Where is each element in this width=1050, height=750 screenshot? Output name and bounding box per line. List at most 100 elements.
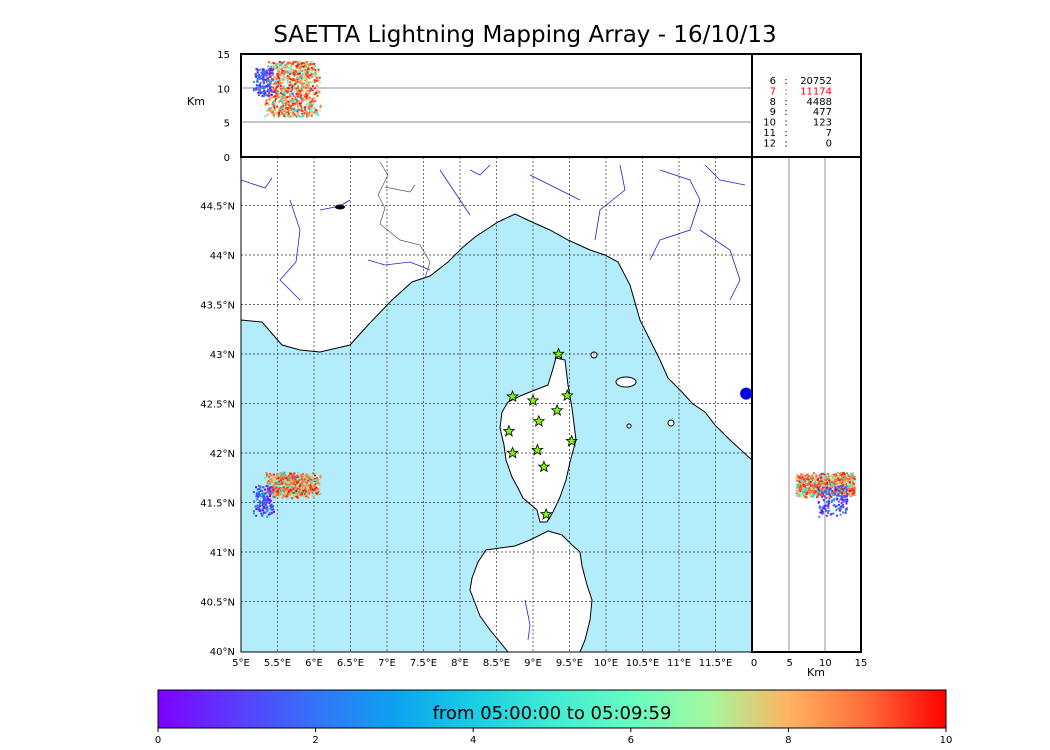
lightning-source (304, 495, 307, 498)
station-count-separator: : (784, 128, 787, 139)
lightning-altitude-lon (295, 115, 298, 118)
lightning-source (270, 490, 273, 493)
lightning-altitude-lon (289, 70, 292, 73)
lightning-source (318, 482, 321, 485)
lightning-altitude-lat (818, 486, 821, 489)
lightning-source (257, 484, 260, 487)
lightning-altitude-lat (843, 476, 846, 479)
lightning-altitude-lon (272, 103, 275, 106)
lightning-altitude-lon (279, 92, 282, 95)
lightning-altitude-lat (801, 473, 804, 476)
lightning-altitude-lat (842, 484, 845, 487)
lightning-altitude-lon (286, 79, 289, 82)
lightning-altitude-lat (810, 493, 813, 496)
lightning-altitude-lon (279, 106, 282, 109)
lightning-altitude-lat (802, 486, 805, 489)
lightning-altitude-lon (286, 65, 289, 68)
lightning-altitude-lon (304, 75, 307, 78)
lightning-altitude-lon (280, 96, 283, 99)
lightning-altitude-lon (295, 76, 298, 79)
lightning-source (293, 493, 296, 496)
lightning-source (314, 492, 317, 495)
lightning-altitude-lat (803, 496, 806, 499)
lightning-altitude-lat (808, 490, 811, 493)
lightning-altitude-lon (305, 73, 308, 76)
lightning-altitude-lat (803, 484, 806, 487)
lightning-altitude-lat (847, 494, 850, 497)
lightning-source (304, 476, 307, 479)
lightning-altitude-lon (298, 72, 301, 75)
lightning-altitude-lon (284, 87, 287, 90)
lightning-source (315, 481, 318, 484)
lightning-altitude-lat (836, 479, 839, 482)
lightning-source (269, 499, 272, 502)
lightning-source (272, 479, 275, 482)
lightning-altitude-lon (268, 70, 271, 73)
lightning-altitude-lat (837, 489, 840, 492)
lightning-altitude-lon (294, 83, 297, 86)
lightning-altitude-lat (818, 505, 821, 508)
lightning-source (261, 512, 264, 515)
lightning-altitude-lon (300, 88, 303, 91)
lightning-altitude-lat (844, 478, 847, 481)
lightning-altitude-lon (306, 113, 309, 116)
lightning-altitude-lon (258, 77, 261, 80)
lightning-altitude-lat (835, 483, 838, 486)
lightning-altitude-lon (309, 109, 312, 112)
lightning-altitude-lon (298, 62, 301, 65)
lightning-altitude-lon (311, 89, 314, 92)
lightning-altitude-lon (252, 80, 255, 83)
lightning-source (309, 475, 312, 478)
lightning-source (267, 486, 270, 489)
lightning-source (286, 485, 289, 488)
lightning-altitude-lon (255, 72, 258, 75)
lightning-altitude-lat (832, 491, 835, 494)
lightning-altitude-lat (829, 513, 832, 516)
lightning-source (293, 475, 296, 478)
lightning-altitude-lon (285, 105, 288, 108)
lightning-source (261, 514, 264, 517)
lightning-altitude-lon (292, 102, 295, 105)
lightning-altitude-lon (299, 79, 302, 82)
lightning-altitude-lon (297, 78, 300, 81)
lightning-altitude-lon (272, 109, 275, 112)
lightning-altitude-lon (287, 61, 290, 64)
lightning-altitude-lat (843, 480, 846, 483)
lightning-altitude-lat (821, 485, 824, 488)
lightning-altitude-lon (268, 75, 271, 78)
lightning-altitude-lon (295, 98, 298, 101)
lightning-altitude-lon (292, 111, 295, 114)
lightning-altitude-lat (853, 484, 856, 487)
lightning-altitude-lat (821, 512, 824, 515)
lightning-altitude-lon (272, 90, 275, 93)
lightning-altitude-lon (271, 67, 274, 70)
lightning-altitude-lon (270, 107, 273, 110)
lightning-source (276, 489, 279, 492)
lightning-altitude-lon (291, 92, 294, 95)
lightning-altitude-lat (847, 491, 850, 494)
lightning-source (294, 491, 297, 494)
lightning-altitude-lat (831, 489, 834, 492)
lightning-altitude-lon (291, 83, 294, 86)
lightning-altitude-lat (815, 488, 818, 491)
lightning-altitude-lat (821, 492, 824, 495)
lightning-source (318, 488, 321, 491)
lightning-altitude-lat (844, 489, 847, 492)
lightning-altitude-lon (316, 84, 319, 87)
lightning-altitude-lon (265, 76, 268, 79)
lightning-altitude-lat (822, 482, 825, 485)
lightning-altitude-lat (851, 474, 854, 477)
lightning-source (258, 503, 261, 506)
lightning-altitude-lon (273, 62, 276, 65)
lon-tick-label: 10°E (594, 658, 618, 669)
lightning-altitude-lon (309, 80, 312, 83)
lightning-source (264, 492, 267, 495)
lightning-altitude-lat (815, 493, 818, 496)
lightning-altitude-lat (848, 489, 851, 492)
lightning-altitude-lat (849, 474, 852, 477)
lightning-altitude-lat (799, 484, 802, 487)
lightning-altitude-lon (294, 74, 297, 77)
lightning-altitude-lon (274, 87, 277, 90)
lightning-source (307, 486, 310, 489)
